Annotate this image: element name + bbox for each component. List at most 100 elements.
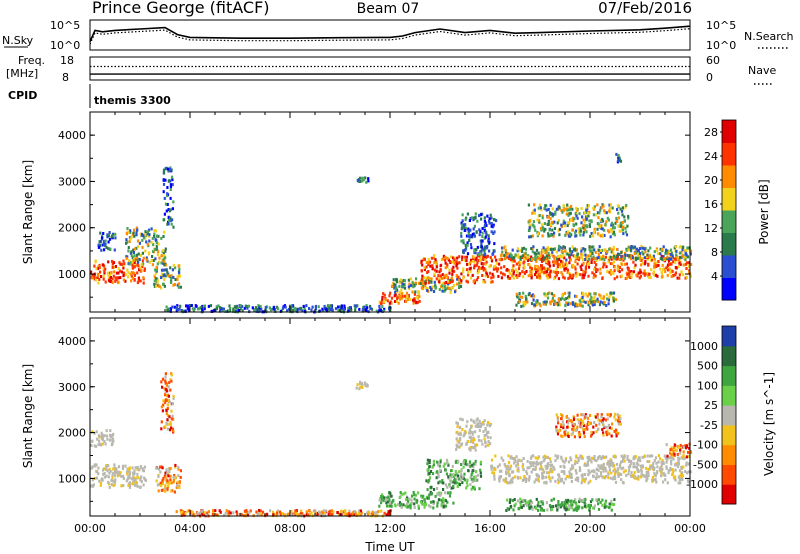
power-cell xyxy=(175,309,178,313)
power-cell xyxy=(500,246,504,250)
velocity-cell xyxy=(177,474,180,478)
power-cell xyxy=(661,272,664,276)
velocity-cell xyxy=(409,503,412,507)
velocity-cell xyxy=(569,467,572,471)
velocity-cell xyxy=(318,510,321,514)
velocity-cell xyxy=(112,439,115,443)
power-cell xyxy=(97,265,100,269)
power-cell xyxy=(491,225,495,229)
velocity-cell xyxy=(90,466,93,470)
power-cell xyxy=(431,264,434,268)
power-cell xyxy=(164,274,167,278)
power-cell xyxy=(528,226,531,230)
velocity-cell xyxy=(630,461,633,465)
velocity-cell xyxy=(464,462,467,466)
power-cell xyxy=(484,256,487,260)
power-cell xyxy=(659,257,662,261)
velocity-cell xyxy=(248,510,251,514)
power-cell xyxy=(153,235,156,238)
power-cell xyxy=(492,232,495,235)
power-cell xyxy=(521,249,524,253)
power-cell xyxy=(551,296,554,300)
power-cell xyxy=(530,302,534,306)
power-cell xyxy=(401,292,404,296)
power-cell xyxy=(583,273,586,277)
power-cell xyxy=(143,234,146,238)
velocity-cell xyxy=(471,430,474,434)
power-cell xyxy=(543,300,546,304)
power-cell xyxy=(446,265,449,269)
velocity-cell xyxy=(630,460,633,463)
velocity-cell xyxy=(383,511,386,515)
power-cell xyxy=(399,295,402,299)
velocity-cell xyxy=(576,504,580,508)
velocity-cell xyxy=(620,467,623,471)
power-cell xyxy=(286,309,289,313)
velocity-cell xyxy=(387,510,390,514)
velocity-cell xyxy=(608,413,611,417)
power-cell xyxy=(611,262,614,266)
power-cell xyxy=(403,283,406,287)
power-cell xyxy=(479,213,482,217)
velocity-cell xyxy=(608,502,611,506)
velocity-cell xyxy=(172,478,176,482)
power-cell xyxy=(125,256,128,260)
power-cell xyxy=(440,285,443,289)
velocity-cell xyxy=(581,413,584,417)
velocity-cell xyxy=(537,475,540,478)
velocity-cell xyxy=(128,481,131,485)
power-cell xyxy=(450,255,453,259)
velocity-cell xyxy=(478,425,481,429)
power-cell xyxy=(609,291,612,295)
velocity-cell xyxy=(617,422,621,426)
power-cell xyxy=(662,268,665,272)
power-cell xyxy=(568,247,571,251)
velocity-cell xyxy=(560,470,563,474)
power-cell xyxy=(551,233,554,237)
velocity-cell xyxy=(665,443,668,447)
velocity-cell xyxy=(532,463,535,467)
velocity-cell xyxy=(95,476,99,480)
velocity-cell xyxy=(212,509,215,512)
power-cell xyxy=(563,224,566,228)
velocity-cell xyxy=(455,481,458,485)
power-cell xyxy=(534,267,537,271)
power-cell xyxy=(603,258,606,262)
power-cell xyxy=(422,276,425,280)
power-cell xyxy=(505,253,508,257)
power-cell xyxy=(462,241,465,245)
power-cell xyxy=(542,257,545,261)
power-cell xyxy=(438,288,441,292)
power-cell xyxy=(582,226,585,230)
power-cell xyxy=(166,308,169,312)
velocity-cell xyxy=(445,472,448,476)
velocity-cell xyxy=(653,466,656,470)
power-cell xyxy=(531,247,534,250)
velocity-cell xyxy=(581,478,584,482)
velocity-cell xyxy=(388,501,392,505)
power-cell xyxy=(155,284,158,288)
velocity-cell xyxy=(581,419,584,423)
power-cell xyxy=(465,279,468,283)
velocity-cell xyxy=(301,512,304,516)
power-cell xyxy=(489,264,492,268)
velocity-cell xyxy=(162,403,165,407)
power-cell xyxy=(146,242,149,246)
power-cell xyxy=(545,208,548,212)
velocity-cell xyxy=(557,481,560,485)
velocity-cell xyxy=(127,474,130,478)
velocity-cell xyxy=(477,473,480,477)
power-cell xyxy=(606,216,609,220)
power-cell xyxy=(582,247,585,251)
velocity-cell xyxy=(199,511,202,515)
beam-title: Beam 07 xyxy=(357,1,420,17)
velocity-cell xyxy=(417,506,420,510)
velocity-cell xyxy=(533,505,536,509)
velocity-cell xyxy=(546,471,549,475)
velocity-cell xyxy=(601,421,604,425)
velocity-cell xyxy=(305,512,308,516)
power-cell xyxy=(524,271,527,274)
power-cell xyxy=(462,270,465,274)
power-cell xyxy=(547,234,550,238)
